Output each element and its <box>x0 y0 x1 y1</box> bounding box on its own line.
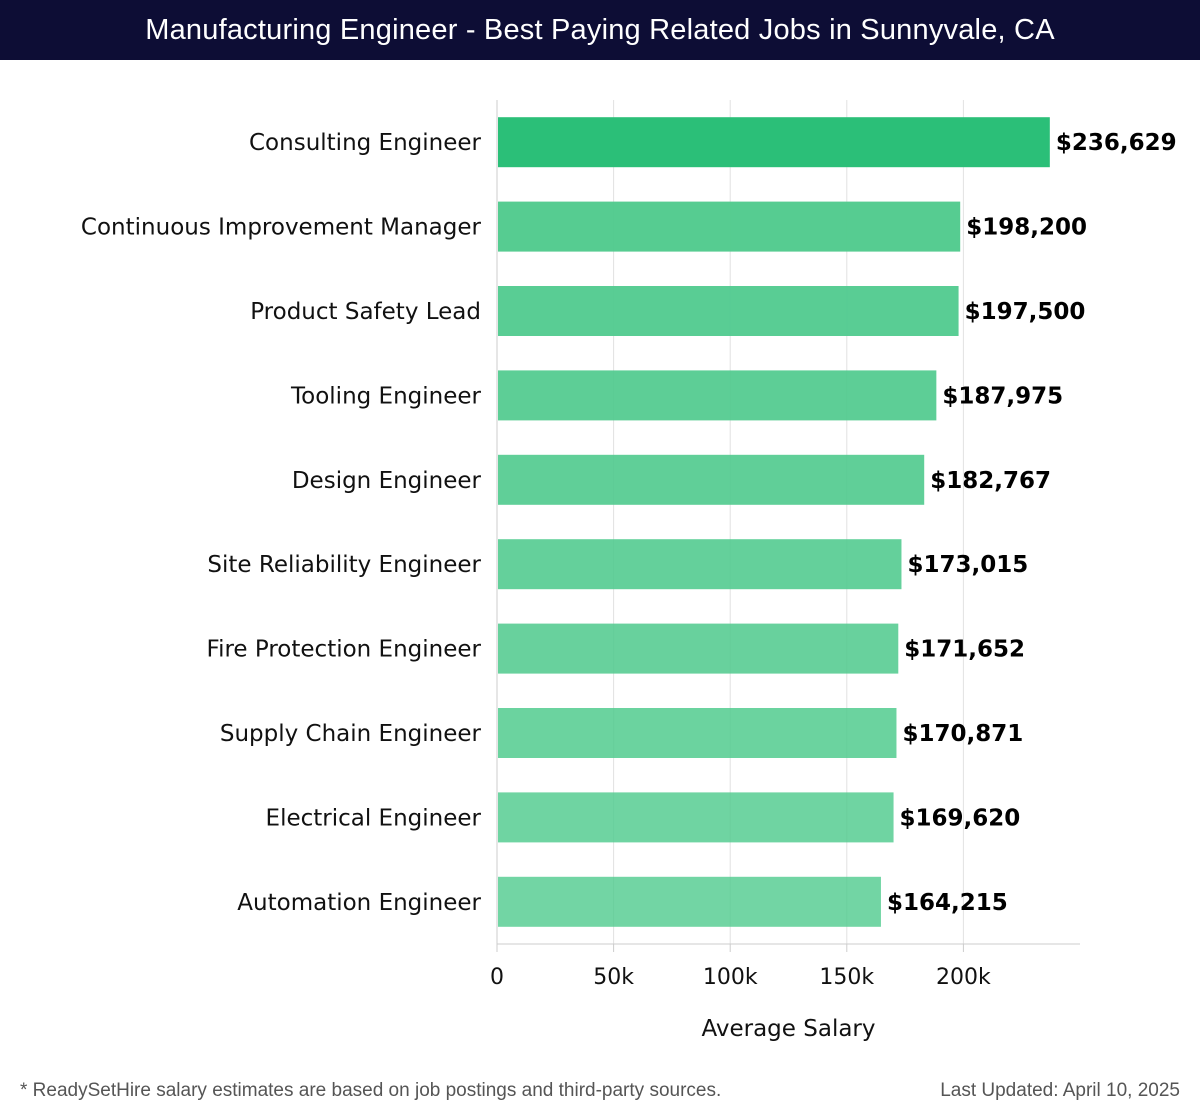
value-label-design-engineer: $182,767 <box>930 468 1051 494</box>
bar-product-safety-lead <box>498 286 959 336</box>
category-label-product-safety-lead: Product Safety Lead <box>250 299 481 325</box>
bar-electrical-engineer <box>498 792 894 843</box>
category-label-site-reliability-engineer: Site Reliability Engineer <box>207 552 481 578</box>
footer-note: * ReadySetHire salary estimates are base… <box>20 1080 722 1101</box>
value-label-consulting-engineer: $236,629 <box>1056 130 1177 156</box>
bar-continuous-improvement-manager <box>498 201 961 252</box>
bars-layer <box>498 117 1050 927</box>
category-label-fire-protection-engineer: Fire Protection Engineer <box>207 637 482 663</box>
bar-design-engineer <box>498 454 925 505</box>
category-label-continuous-improvement-manager: Continuous Improvement Manager <box>81 215 482 241</box>
category-label-electrical-engineer: Electrical Engineer <box>266 805 482 831</box>
value-label-electrical-engineer: $169,620 <box>900 805 1021 831</box>
value-label-supply-chain-engineer: $170,871 <box>902 721 1023 747</box>
x-tick-label-100k: 100k <box>703 965 758 990</box>
x-tick-label-0: 0 <box>490 965 504 990</box>
value-label-product-safety-lead: $197,500 <box>965 299 1086 325</box>
category-label-consulting-engineer: Consulting Engineer <box>249 130 482 156</box>
value-label-site-reliability-engineer: $173,015 <box>907 552 1028 578</box>
category-label-tooling-engineer: Tooling Engineer <box>290 383 482 409</box>
bar-supply-chain-engineer <box>498 708 897 758</box>
value-label-automation-engineer: $164,215 <box>887 890 1008 916</box>
chart-title: Manufacturing Engineer - Best Paying Rel… <box>0 0 1200 60</box>
x-tick-label-50k: 50k <box>593 965 634 990</box>
x-axis-label: Average Salary <box>701 1016 875 1042</box>
bar-automation-engineer <box>498 876 881 927</box>
x-tick-label-150k: 150k <box>819 965 874 990</box>
bar-tooling-engineer <box>498 370 937 421</box>
value-label-continuous-improvement-manager: $198,200 <box>966 215 1087 241</box>
labels-layer: Consulting Engineer $236,629 Continuous Im… <box>81 130 1177 916</box>
bar-site-reliability-engineer <box>498 539 902 590</box>
category-label-automation-engineer: Automation Engineer <box>237 890 481 916</box>
category-label-design-engineer: Design Engineer <box>292 468 482 494</box>
category-label-supply-chain-engineer: Supply Chain Engineer <box>220 721 482 747</box>
axis-layer: 0 50k 100k 150k 200k Average Salary <box>490 100 1080 1042</box>
bar-consulting-engineer <box>498 117 1050 168</box>
x-tick-label-200k: 200k <box>936 965 991 990</box>
bar-fire-protection-engineer <box>498 623 899 674</box>
value-label-fire-protection-engineer: $171,652 <box>904 637 1025 663</box>
value-label-tooling-engineer: $187,975 <box>942 383 1063 409</box>
last-updated: Last Updated: April 10, 2025 <box>940 1080 1180 1101</box>
